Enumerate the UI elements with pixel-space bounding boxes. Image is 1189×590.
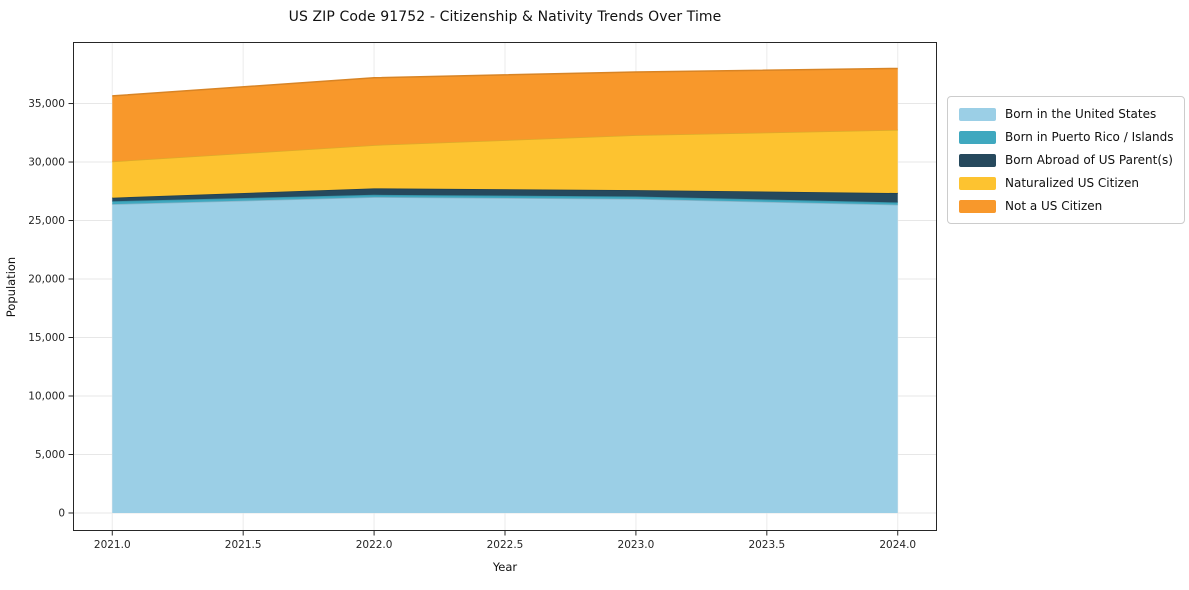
area-born-in-puerto-rico-islands xyxy=(112,194,898,205)
legend-label: Born Abroad of US Parent(s) xyxy=(1005,153,1173,167)
legend-box: Born in the United States Born in Puerto … xyxy=(947,96,1185,224)
plot-area: 2021.0 2021.5 2022.0 2022.5 2023.0 2023.5 2024… xyxy=(28,42,937,551)
area-naturalized-us-citizen xyxy=(112,129,898,198)
y-tick-label: 20,000 xyxy=(28,274,65,286)
area-not-a-us-citizen xyxy=(112,68,898,162)
plot-border xyxy=(73,42,937,531)
area-born-in-the-united-states xyxy=(112,197,898,513)
legend-item: Born in Puerto Rico / Islands xyxy=(959,130,1174,144)
legend-swatch xyxy=(959,153,996,167)
legend-swatch xyxy=(959,199,996,213)
y-tick-label: 15,000 xyxy=(28,332,65,344)
x-tick-label: 2022.5 xyxy=(487,539,524,551)
y-tick-label: 35,000 xyxy=(28,98,65,110)
legend-item: Not a US Citizen xyxy=(959,199,1174,213)
legend-item: Born Abroad of US Parent(s) xyxy=(959,153,1174,167)
x-tick-label: 2022.0 xyxy=(356,539,393,551)
y-tick-label: 25,000 xyxy=(28,215,65,227)
legend-item: Naturalized US Citizen xyxy=(959,176,1174,190)
y-tick-label: 30,000 xyxy=(28,157,65,169)
x-tick-label: 2021.5 xyxy=(225,539,262,551)
area-edge-not-a-us-citizen xyxy=(112,67,898,97)
legend-swatch xyxy=(959,176,996,190)
legend-item: Born in the United States xyxy=(959,107,1174,121)
y-tick-label: 10,000 xyxy=(28,390,65,402)
x-axis-label: Year xyxy=(492,560,518,574)
y-tick-label: 0 xyxy=(58,507,65,519)
y-axis-label: Population xyxy=(4,256,18,318)
legend-label: Born in Puerto Rico / Islands xyxy=(1005,130,1174,144)
area-edge-naturalized-us-citizen xyxy=(112,129,898,163)
legend-label: Born in the United States xyxy=(1005,107,1157,121)
x-tick-label: 2021.0 xyxy=(94,539,131,551)
area-born-abroad-of-us-parent-s xyxy=(112,188,898,203)
chart-title: US ZIP Code 91752 - Citizenship & Nativi… xyxy=(288,9,722,25)
y-tick-label: 5,000 xyxy=(35,449,65,461)
x-tick-label: 2023.0 xyxy=(618,539,655,551)
stacked-area-chart: 2021.0 2021.5 2022.0 2022.5 2023.0 2023.5 2024… xyxy=(28,42,937,551)
legend-swatch xyxy=(959,107,996,121)
legend-swatch xyxy=(959,130,996,144)
x-tick-label: 2023.5 xyxy=(748,539,785,551)
x-tick-label: 2024.0 xyxy=(879,539,916,551)
legend-label: Naturalized US Citizen xyxy=(1005,176,1139,190)
legend-label: Not a US Citizen xyxy=(1005,199,1103,213)
